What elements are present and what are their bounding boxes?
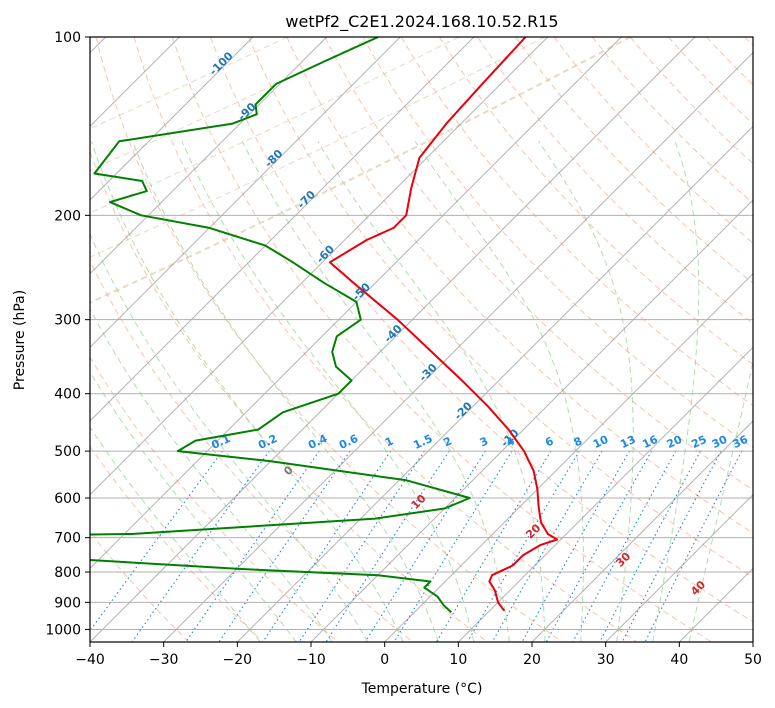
x-tick-label: 50 [744, 652, 762, 668]
y-axis-ticks: 100 200 300 400 500 600 700 800 900 1000 [45, 30, 90, 638]
x-tick-label: 20 [523, 652, 541, 668]
isotherm [605, 493, 753, 642]
isotherm [236, 125, 753, 642]
isotherm [752, 641, 753, 642]
dewpoint-profile-line [90, 37, 471, 613]
chart-title: wetPf2_C2E1.2024.168.10.52.R15 [285, 12, 558, 32]
mixing-ratio-label: 10 [591, 433, 611, 451]
mixing-ratio-line [218, 450, 351, 642]
mixing-ratio-line [644, 450, 743, 642]
background-adiabat [90, 37, 374, 171]
isotherm [90, 37, 401, 349]
dry-adiabat [90, 445, 264, 642]
x-tick-label: 10 [449, 652, 467, 668]
x-tick-label: −10 [296, 652, 326, 668]
y-tick-label: 300 [54, 313, 81, 329]
x-tick-label: −30 [149, 652, 179, 668]
mixing-ratio-labels: 0.1 0.2 0.4 0.6 1 1.5 2 3 4 6 8 10 13 16 20 25 30 36 [209, 432, 750, 452]
isotherm [310, 199, 753, 642]
y-tick-label: 1000 [45, 622, 81, 638]
y-tick-label: 900 [54, 595, 81, 611]
dry-adiabat [90, 356, 339, 642]
isotherm [90, 37, 549, 496]
mixing-ratio-line [621, 450, 722, 642]
dry-adiabat [324, 37, 753, 491]
x-axis-label: Temperature (°C) [361, 681, 483, 697]
isotherm [457, 346, 753, 642]
x-tick-label: 0 [380, 652, 389, 668]
dry-adiabat [248, 37, 753, 578]
mixing-ratio-label: 16 [640, 433, 660, 451]
y-tick-label: 400 [54, 387, 81, 403]
isotherm [90, 37, 475, 422]
plot-background [90, 37, 753, 642]
mixing-ratio-label: 36 [731, 433, 751, 451]
mixing-ratio-line [435, 450, 552, 642]
mixing-ratio-line [262, 450, 392, 642]
mixing-ratio-line [545, 450, 653, 642]
y-tick-label: 600 [54, 491, 81, 507]
isotherm [384, 272, 753, 642]
isotherm [90, 37, 254, 201]
x-tick-label: 40 [670, 652, 688, 668]
mixing-ratio-line [599, 450, 701, 642]
mixing-ratio-line [491, 450, 603, 642]
x-axis-ticks: −40 −30 −20 −10 0 10 20 30 40 50 [75, 642, 762, 668]
dry-adiabat [591, 37, 753, 204]
mixing-ratio-label: 20 [665, 433, 685, 451]
isotherm [90, 37, 696, 642]
background-adiabat [90, 37, 545, 258]
isotherm [531, 420, 753, 642]
x-tick-label: −20 [223, 652, 253, 668]
isotherm [90, 37, 622, 570]
dry-adiabat [95, 37, 563, 642]
y-tick-label: 100 [54, 30, 81, 46]
x-tick-label: 30 [597, 652, 615, 668]
dry-adiabat [553, 37, 753, 244]
mixing-ratio-line [572, 450, 677, 642]
plot-frame [89, 36, 754, 643]
mixing-ratio-line [325, 450, 450, 642]
y-tick-label: 200 [54, 208, 81, 224]
mixing-ratio-label: 13 [618, 433, 637, 451]
pressure-gridlines [90, 36, 753, 630]
profile-lines [90, 37, 559, 613]
dry-adiabat [90, 259, 414, 642]
dry-adiabat [171, 37, 712, 642]
x-tick-label: −40 [75, 652, 105, 668]
isotherm [90, 37, 328, 275]
dry-adiabat [286, 37, 753, 534]
dry-adiabat [438, 37, 753, 366]
isotherm [163, 51, 753, 642]
dry-adiabat [210, 37, 753, 623]
y-axis-label: Pressure (hPa) [12, 290, 28, 390]
dry-adiabat [400, 37, 753, 407]
mixing-ratio-line [521, 450, 630, 642]
y-tick-label: 700 [54, 531, 81, 547]
mixing-ratio-line [298, 450, 425, 642]
mixing-ratio-label: 25 [689, 433, 708, 451]
dry-adiabat [133, 37, 638, 642]
y-tick-label: 800 [54, 565, 81, 581]
mixing-ratio-line [467, 450, 580, 642]
y-tick-label: 500 [54, 444, 81, 460]
mixing-ratio-label: 30 [710, 433, 730, 451]
temperature-profile-line [328, 37, 559, 612]
